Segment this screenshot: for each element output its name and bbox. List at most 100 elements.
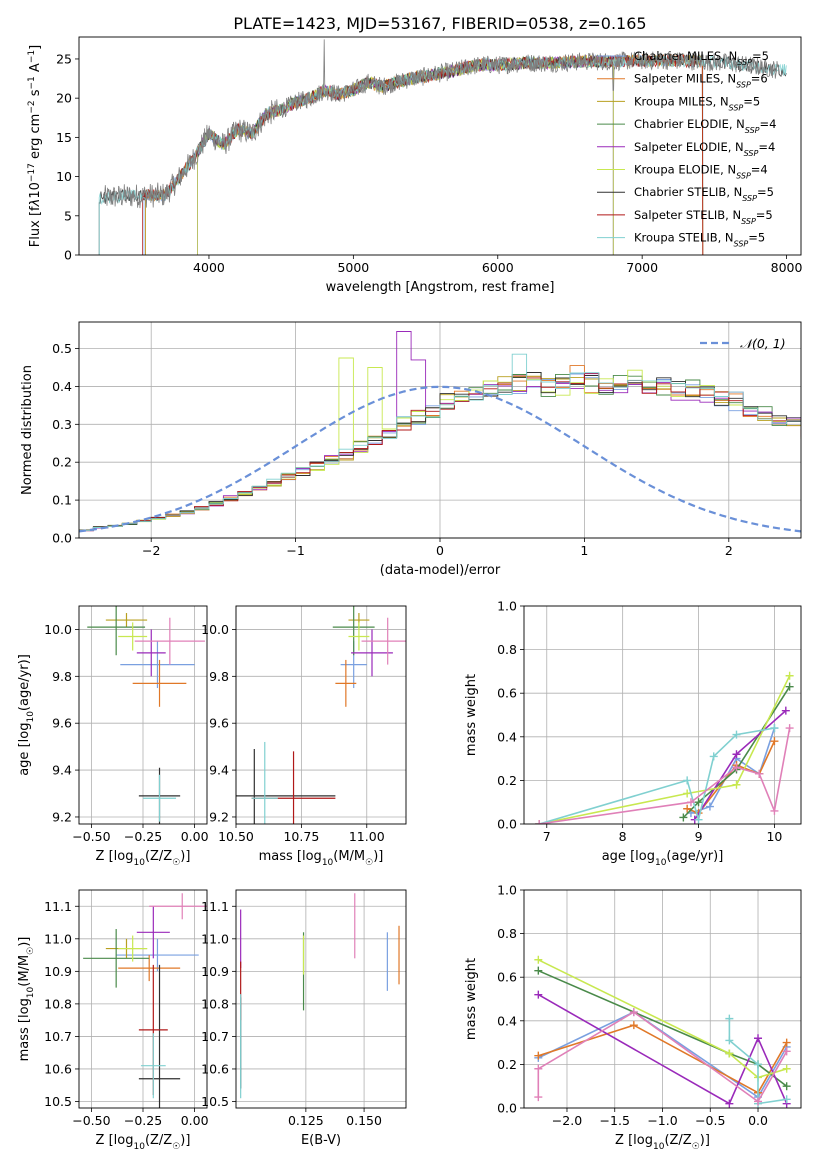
legend-entry: Salpeter MILES, NSSP=6 bbox=[634, 72, 768, 90]
x-tick-label: 8 bbox=[619, 829, 627, 844]
y-tick-label: 10.9 bbox=[201, 964, 229, 979]
weight-marker bbox=[732, 780, 741, 789]
legend-text: Kroupa STELIB, N bbox=[634, 231, 734, 245]
label-subscript: ☉ bbox=[172, 1142, 180, 1152]
y-tick-label: 10.6 bbox=[44, 1061, 72, 1076]
label-part: ] bbox=[28, 45, 43, 50]
label-part: mass weight bbox=[464, 958, 479, 1040]
plot-area bbox=[87, 606, 205, 824]
y-tick-label: 0.4 bbox=[52, 379, 72, 394]
axes-ebv-mass: 0.125 0.150 10.5 10.6 10.7 10.8 10.9 11.0 11.1 E(… bbox=[201, 889, 407, 1148]
label-part: )] bbox=[180, 849, 190, 864]
y-tick-label: 15 bbox=[56, 130, 72, 145]
y-tick-label: 9.4 bbox=[52, 763, 72, 778]
weight-marker bbox=[535, 820, 544, 824]
plot-area bbox=[534, 955, 791, 1108]
x-tick-label: 7000 bbox=[626, 260, 658, 275]
x-tick-label: −1.0 bbox=[647, 1113, 677, 1128]
x-tick-label: 0.0 bbox=[748, 1113, 768, 1128]
x-tick-label: 11.00 bbox=[349, 829, 385, 844]
x-tick-label: −0.5 bbox=[695, 1113, 725, 1128]
legend-value: =5 bbox=[752, 49, 769, 63]
label-part: mass weight bbox=[464, 674, 479, 756]
axes-frame bbox=[78, 36, 802, 256]
y-tick-label: 9.6 bbox=[209, 716, 229, 731]
plot-area bbox=[79, 331, 801, 538]
x-tick-label: −2.0 bbox=[552, 1113, 582, 1128]
label-part: s bbox=[28, 89, 43, 100]
legend-subscript: SSP bbox=[742, 194, 757, 203]
axes-z-age: −0.50 −0.25 0.009.29.49.69.810.0Z [log10(Z… bbox=[17, 605, 209, 868]
model-spectrum-1 bbox=[145, 53, 704, 255]
label-part: λ bbox=[28, 199, 43, 208]
legend-entry: Kroupa MILES, NSSP=5 bbox=[634, 94, 760, 112]
label-subscript: 10 bbox=[653, 1142, 665, 1152]
x-axis-label: (data-model)/error bbox=[380, 563, 501, 578]
label-part: log bbox=[114, 1133, 134, 1148]
y-tick-label: 10.0 bbox=[44, 622, 72, 637]
legend-subscript: SSP bbox=[729, 103, 744, 112]
weight-marker bbox=[732, 750, 741, 759]
x-tick-label: 0.125 bbox=[288, 1113, 324, 1128]
legend-value: =4 bbox=[760, 117, 777, 131]
axes-frame bbox=[78, 889, 208, 1109]
label-subscript: 10 bbox=[322, 858, 334, 868]
weight-marker bbox=[534, 1093, 543, 1102]
legend-subscript: SSP bbox=[736, 80, 751, 89]
x-tick-label: −0.50 bbox=[72, 1113, 110, 1128]
x-tick-label: −1.5 bbox=[600, 1113, 630, 1128]
y-tick-label: 0.8 bbox=[497, 926, 517, 941]
x-axis-label: wavelength [Angstrom, rest frame] bbox=[326, 280, 555, 295]
legend-subscript: SSP bbox=[741, 216, 756, 225]
histogram-series-4 bbox=[79, 331, 801, 538]
weight-marker bbox=[732, 730, 741, 739]
weight-marker bbox=[725, 1049, 734, 1058]
label-part: (age/yr)] bbox=[666, 849, 723, 864]
x-tick-label: 8000 bbox=[771, 260, 803, 275]
figure-title: PLATE=1423, MJD=53167, FIBERID=0538, z=0… bbox=[233, 14, 646, 33]
plot-area bbox=[98, 39, 787, 255]
legend-value: =5 bbox=[748, 231, 765, 245]
y-tick-label: 0.3 bbox=[52, 417, 72, 432]
y-tick-label: 0.0 bbox=[497, 1101, 517, 1116]
x-tick-label: −2 bbox=[142, 543, 160, 558]
weight-marker bbox=[770, 724, 779, 733]
weight-marker bbox=[782, 1038, 791, 1047]
weight-marker bbox=[785, 671, 794, 680]
weight-marker bbox=[754, 1034, 763, 1043]
weight-marker bbox=[770, 737, 779, 746]
x-tick-label: −0.50 bbox=[72, 829, 110, 844]
weight-marker bbox=[683, 804, 692, 813]
weight-marker bbox=[534, 1064, 543, 1073]
label-part: (Z/Z bbox=[664, 1133, 691, 1148]
weight-marker bbox=[683, 789, 692, 798]
weight-marker bbox=[755, 769, 764, 778]
weight-marker bbox=[725, 1014, 734, 1023]
x-axis-label: Z [log10(Z/Z☉)] bbox=[96, 1133, 191, 1152]
label-part: −17 bbox=[27, 163, 37, 182]
plot-area bbox=[535, 671, 794, 824]
weight-marker bbox=[629, 1008, 638, 1017]
weight-line bbox=[539, 675, 791, 824]
y-tick-label: 10.6 bbox=[201, 1061, 229, 1076]
y-tick-label: 9.8 bbox=[209, 669, 229, 684]
legend-value: =6 bbox=[751, 72, 768, 86]
y-tick-label: 10.8 bbox=[44, 996, 72, 1011]
y-tick-label: 10.5 bbox=[201, 1094, 229, 1109]
axes-z-weight: −2.0 −1.5 −1.0 −0.5 0.0 0.0 0.2 0.4 0.6 0.8 1.0 Z [… bbox=[464, 883, 802, 1152]
label-part: log bbox=[635, 849, 655, 864]
y-tick-label: 0.2 bbox=[497, 1057, 517, 1072]
y-tick-label: 1.0 bbox=[497, 599, 517, 614]
legend-value: =4 bbox=[758, 140, 775, 154]
legend-text: Kroupa MILES, N bbox=[634, 94, 729, 108]
y-tick-label: 9.2 bbox=[52, 809, 72, 824]
y-tick-label: 11.1 bbox=[201, 899, 229, 914]
weight-marker bbox=[785, 724, 794, 733]
label-part: Flux [f bbox=[28, 206, 43, 247]
histogram-series-8 bbox=[79, 353, 801, 538]
legend-entry: Kroupa STELIB, NSSP=5 bbox=[634, 231, 765, 249]
y-tick-label: 9.6 bbox=[52, 716, 72, 731]
label-part: )] bbox=[180, 1133, 190, 1148]
y-tick-label: 0.2 bbox=[497, 773, 517, 788]
